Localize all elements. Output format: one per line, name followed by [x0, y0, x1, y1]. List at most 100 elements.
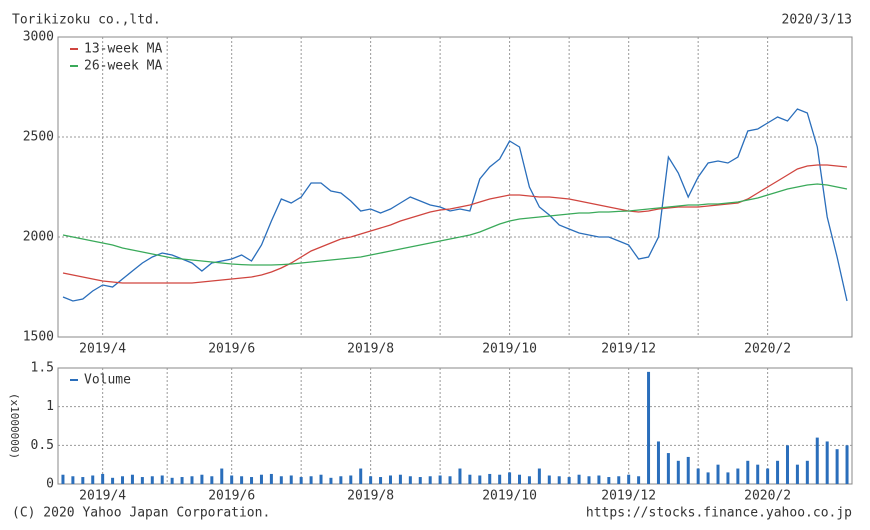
company-title: Torikizoku co.,ltd. [12, 13, 161, 28]
volume-bar [349, 475, 353, 484]
x-tick-label: 2019/10 [482, 489, 537, 504]
x-tick-label: 2019/4 [79, 342, 126, 357]
volume-bar [508, 472, 512, 484]
volume-bar [726, 472, 730, 484]
x-tick-label: 2019/10 [482, 342, 537, 357]
volume-bar [498, 474, 502, 484]
price-line [62, 183, 848, 266]
volume-bar [200, 474, 204, 484]
volume-bar [815, 437, 819, 484]
volume-bar [259, 474, 263, 484]
volume-bar [71, 476, 75, 484]
volume-bar [121, 476, 125, 484]
volume-bar [766, 468, 770, 484]
plot-frame [57, 367, 853, 485]
x-tick-label: 2019/8 [347, 342, 394, 357]
volume-bar [776, 460, 780, 484]
volume-bar [488, 473, 492, 484]
volume-bar [111, 477, 115, 484]
x-tick-label: 2019/4 [79, 489, 126, 504]
volume-bar [250, 477, 254, 484]
volume-bar [160, 475, 164, 484]
volume-bar [388, 475, 392, 484]
x-tick-label: 2020/2 [744, 489, 791, 504]
legend-label: 13-week MA [84, 42, 162, 57]
volume-bar [170, 477, 174, 484]
volume-bar [736, 468, 740, 484]
volume-bar [309, 476, 313, 484]
volume-bar [379, 477, 383, 484]
volume-bar [61, 474, 65, 484]
x-tick-label: 2019/12 [601, 489, 656, 504]
volume-bar [706, 472, 710, 484]
y-tick-label: 1.5 [31, 361, 54, 376]
volume-bar [835, 449, 839, 484]
volume-bar [647, 371, 651, 484]
volume-bar [230, 475, 234, 484]
volume-bar [150, 476, 154, 484]
volume-bar [627, 474, 631, 484]
legend-label: Volume [84, 373, 131, 388]
plot-frame [57, 36, 853, 338]
date: 2020/3/13 [782, 13, 852, 28]
y-tick-label: 0.5 [31, 438, 54, 453]
y-tick-label: 1 [46, 399, 54, 414]
volume-bar [130, 474, 134, 484]
volume-bar [637, 476, 641, 484]
volume-bar [686, 456, 690, 484]
volume-bar [91, 475, 95, 484]
volume-bar [339, 476, 343, 484]
volume-bar [756, 464, 760, 484]
y-tick-label: 1500 [23, 330, 54, 345]
volume-bar [795, 464, 799, 484]
volume-bar [468, 474, 472, 484]
volume-bar [81, 477, 85, 484]
volume-bar [210, 476, 214, 484]
volume-bar [547, 475, 551, 484]
volume-bar [557, 476, 561, 484]
x-tick-label: 2019/6 [208, 489, 255, 504]
volume-bar [805, 460, 809, 484]
volume-bar [408, 476, 412, 484]
volume-bar [746, 460, 750, 484]
volume-bar [329, 477, 333, 484]
volume-bar [140, 477, 144, 484]
volume-bar [180, 477, 184, 484]
price-line [62, 108, 848, 302]
source-url: https://stocks.finance.yahoo.co.jp [586, 506, 852, 521]
y-tick-label: 3000 [23, 30, 54, 45]
volume-bar [369, 476, 373, 484]
volume-bar [299, 477, 303, 484]
volume-bar [607, 477, 611, 484]
x-tick-label: 2019/6 [208, 342, 255, 357]
volume-bar [676, 460, 680, 484]
volume-bar [587, 476, 591, 484]
legend-label: 26-week MA [84, 59, 162, 74]
y-tick-label: 2000 [23, 230, 54, 245]
volume-bar [319, 474, 323, 484]
x-tick-label: 2019/12 [601, 342, 656, 357]
volume-bar [567, 477, 571, 484]
volume-bar [577, 474, 581, 484]
copyright: (C) 2020 Yahoo Japan Corporation. [12, 506, 270, 521]
volume-bar [190, 476, 194, 484]
volume-bar [716, 464, 720, 484]
volume-bar [240, 476, 244, 484]
volume-bar [458, 468, 462, 484]
price-line [62, 164, 848, 284]
volume-bar [825, 441, 829, 484]
volume-bar [785, 445, 789, 484]
volume-bar [518, 474, 522, 484]
volume-bar [696, 468, 700, 484]
volume-bar [428, 476, 432, 484]
volume-bar [289, 475, 293, 484]
volume-bar [438, 475, 442, 484]
x-tick-label: 2019/8 [347, 489, 394, 504]
volume-bar [597, 475, 601, 484]
volume-bar [101, 473, 105, 484]
volume-bar [220, 468, 224, 484]
x-tick-label: 2020/2 [744, 342, 791, 357]
y-tick-label: 2500 [23, 130, 54, 145]
volume-bar [478, 475, 482, 484]
